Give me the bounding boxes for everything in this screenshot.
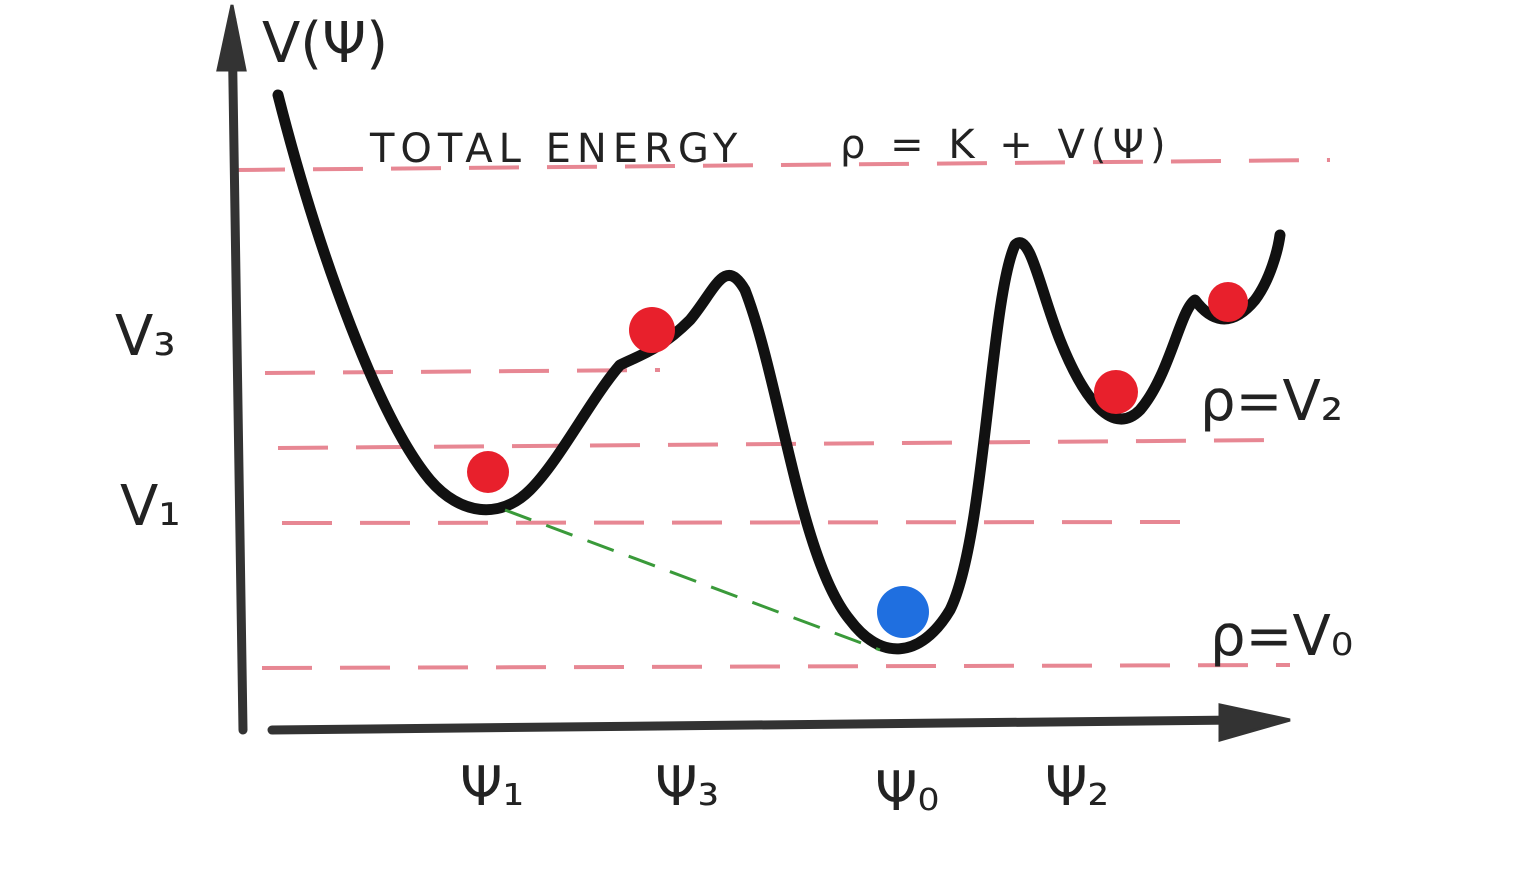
level-label: V₃ — [115, 304, 176, 369]
x-axis — [267, 715, 1245, 735]
x-arrow — [1218, 703, 1291, 742]
level-line — [281, 520, 1181, 525]
y-axis — [227, 15, 248, 735]
level-line — [277, 438, 1281, 450]
ball — [1208, 282, 1248, 322]
level-label: ρ=V₀ — [1210, 604, 1353, 669]
x-label: Ψ₂ — [1045, 755, 1109, 818]
x-label: Ψ₀ — [875, 760, 939, 823]
x-label: Ψ₃ — [655, 755, 719, 818]
ball — [1094, 370, 1138, 414]
level-label: ρ=V₂ — [1200, 369, 1343, 434]
tunnel-path — [504, 508, 881, 652]
level-line — [234, 158, 1331, 172]
title: TOTAL ENERGY — [369, 126, 743, 172]
equation: ρ = K + V(Ψ) — [840, 122, 1172, 168]
balls — [467, 282, 1248, 638]
level-line — [264, 368, 661, 375]
energy-levels — [234, 158, 1331, 670]
ball — [629, 307, 675, 353]
x-label: Ψ₁ — [460, 755, 524, 818]
y-axis-label: V(Ψ) — [262, 11, 388, 76]
axes — [216, 4, 1291, 742]
potential-curve — [272, 89, 1286, 655]
ball — [877, 586, 929, 638]
ball — [467, 451, 509, 493]
level-line — [261, 663, 1291, 670]
y-arrow — [216, 4, 247, 72]
level-label: V₁ — [120, 474, 181, 539]
